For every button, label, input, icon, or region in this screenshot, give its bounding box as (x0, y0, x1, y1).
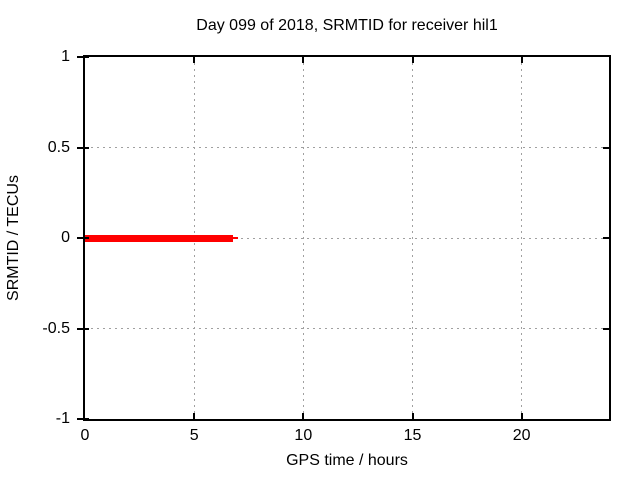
y-tick-label: 1 (61, 48, 70, 65)
x-tick-top (520, 57, 523, 63)
y-tick-label: 0 (61, 229, 70, 246)
x-tick-label: 5 (189, 427, 199, 444)
chart-title: Day 099 of 2018, SRMTID for receiver hil… (196, 17, 498, 34)
x-tick-label: 0 (80, 427, 90, 444)
x-tick-label: 10 (294, 427, 313, 444)
y-tick-left (77, 237, 89, 239)
x-tick-top (302, 57, 305, 63)
x-tick-label: 15 (403, 427, 422, 444)
series-line (85, 234, 234, 242)
y-tick-left (77, 146, 89, 149)
y-tick-left (77, 56, 89, 58)
plot-area (77, 55, 611, 421)
y-tick-right (603, 237, 609, 239)
x-tick-bottom (302, 413, 305, 419)
y-tick-right (603, 327, 609, 330)
x-tick-top (411, 57, 414, 63)
y-tick-label: -0.5 (42, 319, 70, 337)
y-tick-right (603, 146, 609, 149)
x-tick-top (193, 57, 196, 63)
y-gridline (85, 147, 609, 148)
y-tick-label: 0.5 (47, 138, 70, 156)
y-tick-left (77, 418, 89, 420)
y-gridline (85, 328, 609, 329)
x-tick-label: 20 (512, 427, 531, 444)
x-axis-label: GPS time / hours (286, 452, 408, 469)
x-tick-bottom (193, 413, 196, 419)
y-tick-label: -1 (55, 410, 70, 427)
y-gridline (85, 237, 609, 239)
y-tick-left (77, 327, 89, 330)
x-tick-bottom (520, 413, 523, 419)
x-tick-bottom (411, 413, 414, 419)
